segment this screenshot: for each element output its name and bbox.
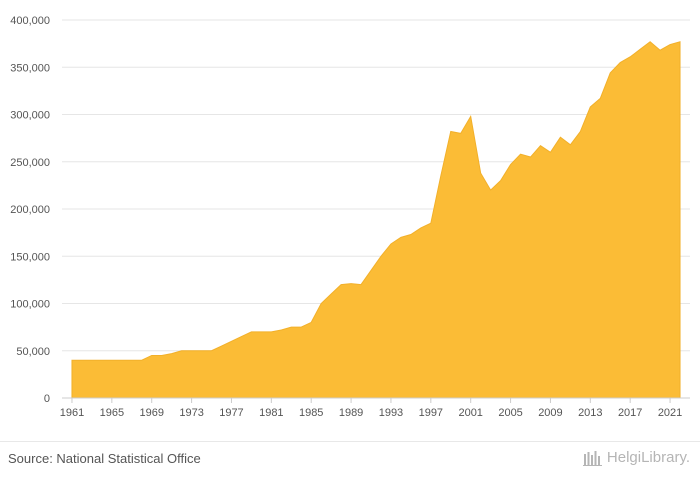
y-tick-label: 100,000 [10, 299, 50, 311]
footer-divider [0, 441, 700, 442]
y-axis-tick-labels: 0 50,000 100,000 150,000 200,000 250,000 300,0… [10, 15, 50, 405]
x-tick-label: 1997 [419, 407, 443, 419]
x-tick-label: 2005 [498, 407, 522, 419]
y-tick-label: 300,000 [10, 110, 50, 122]
x-tick-label: 1981 [259, 407, 283, 419]
x-tick-label: 2013 [578, 407, 602, 419]
x-tick-label: 2009 [538, 407, 562, 419]
area-chart: 0 50,000 100,000 150,000 200,000 250,000 300,0… [10, 15, 690, 419]
x-tick-label: 1961 [60, 407, 84, 419]
y-tick-label: 400,000 [10, 15, 50, 27]
x-tick-label: 1969 [139, 407, 163, 419]
y-tick-label: 250,000 [10, 157, 50, 169]
y-tick-label: 200,000 [10, 204, 50, 216]
x-tick-label: 1973 [179, 407, 203, 419]
brand-name: HelgiLibrary. [606, 449, 690, 466]
x-tick-label: 2017 [618, 407, 642, 419]
library-icon [582, 450, 603, 466]
y-tick-label: 350,000 [10, 62, 50, 74]
x-axis [62, 397, 690, 403]
x-tick-label: 2001 [458, 407, 482, 419]
area-fill [71, 41, 681, 399]
area-series [71, 41, 681, 399]
y-tick-label: 150,000 [10, 251, 50, 263]
x-tick-label: 1993 [379, 407, 403, 419]
x-axis-tick-labels: 1961 1965 1969 1973 1977 1981 1985 1989 1993 1997… [60, 407, 683, 419]
x-tick-label: 1989 [339, 407, 363, 419]
x-tick-label: 2021 [658, 407, 682, 419]
y-tick-label: 0 [44, 393, 50, 405]
y-tick-label: 50,000 [16, 346, 50, 358]
x-tick-label: 1965 [100, 407, 124, 419]
x-tick-label: 1985 [299, 407, 323, 419]
grid-lines [62, 19, 690, 352]
source-note: Source: National Statistical Office [8, 451, 201, 466]
brand-logo[interactable]: HelgiLibrary. [582, 449, 690, 466]
x-tick-label: 1977 [219, 407, 243, 419]
